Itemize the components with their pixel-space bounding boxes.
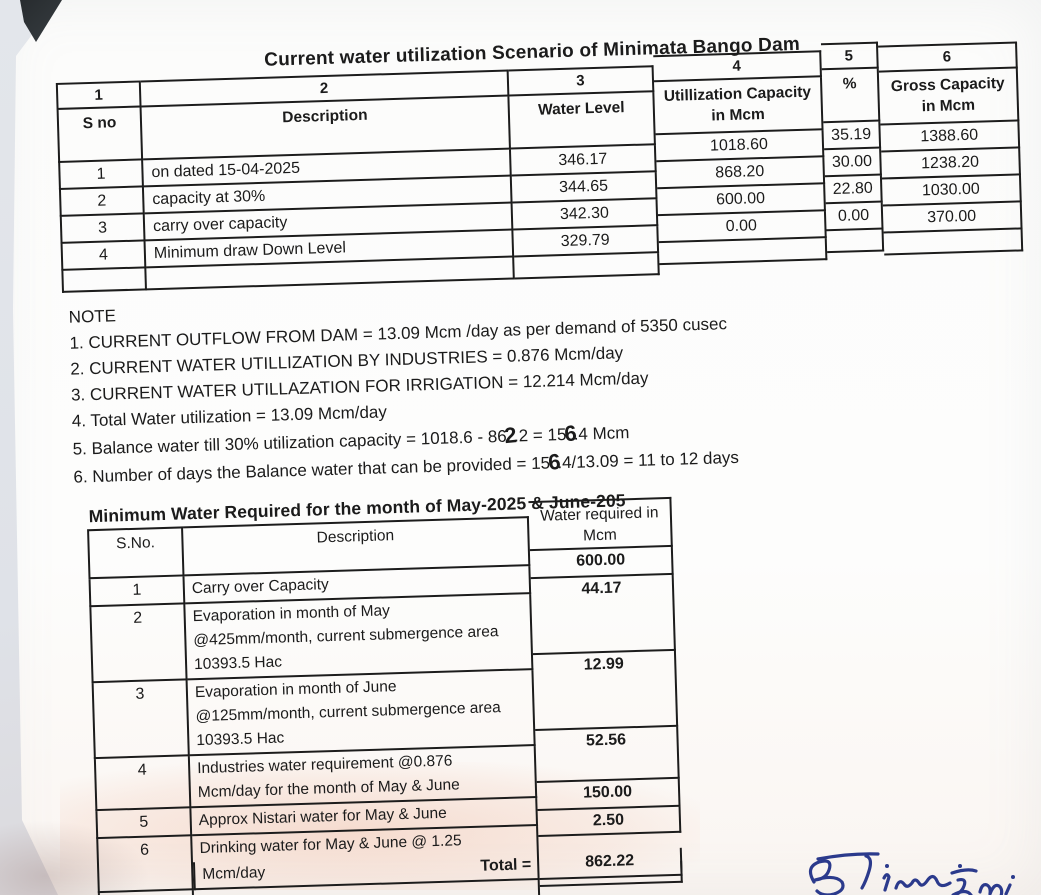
cell-sno: 4: [60, 241, 147, 271]
cell-sno: 3: [59, 214, 146, 244]
cell-percent: 22.80: [824, 175, 883, 205]
cell-sno: 2: [58, 187, 145, 217]
cell-sno: 1: [58, 160, 144, 190]
cell-value: 600.00: [529, 546, 674, 580]
min-water-required-section: Minimum Water Required for the month of …: [86, 488, 698, 895]
cell-description: Evaporation in month of June @125mm/mont…: [187, 670, 536, 757]
cell-percent: 35.19: [823, 121, 882, 151]
handwritten-digit: 6: [546, 448, 561, 475]
header-cell-water-required: Water required in Mcm: [528, 496, 673, 552]
notes-section: NOTE 1. CURRENT OUTFLOW FROM DAM = 13.09…: [68, 276, 1029, 490]
cell-water-level: 344.65: [511, 172, 658, 204]
cell-water-level: 346.17: [510, 145, 657, 177]
cell-value: 44.17: [530, 574, 676, 656]
signature: [808, 852, 1015, 895]
cell-value: 52.56: [535, 726, 680, 784]
cell-gross-capacity: 1238.20: [881, 148, 1021, 180]
cell-gross-capacity: 1388.60: [880, 121, 1021, 153]
cell-sno: 2: [89, 604, 188, 684]
header-cell-percent: %: [821, 68, 881, 124]
header-cell-sno: S no: [56, 107, 144, 163]
header-cell-gross-capacity: Gross Capacity in Mcm: [878, 68, 1020, 126]
cell-value: 12.99: [532, 650, 679, 732]
cell-sno: 5: [95, 808, 193, 840]
col-number-cell: 3: [508, 65, 655, 97]
col-number-cell: 6: [878, 41, 1018, 73]
handwritten-digit: 6: [563, 420, 577, 447]
cell-sno: 1: [88, 576, 186, 608]
water-utilization-table: 1 2 3 4 5 6 S no Description Water Level…: [55, 41, 1024, 293]
cell-sno: 3: [91, 680, 190, 760]
col-number-cell: 5: [820, 41, 879, 71]
document-content: Current water utilization Scenario of Mi…: [55, 27, 1041, 895]
header-cell-sno: S.No.: [87, 526, 185, 580]
min-water-required-table: S.No. Description Water required in Mcm …: [87, 496, 683, 895]
cell-gross-capacity: 1030.00: [882, 175, 1022, 207]
cell-value: 150.00: [536, 778, 681, 812]
cell-percent: 30.00: [824, 148, 882, 178]
cell-sno: 6: [96, 836, 194, 894]
cell-sno: 4: [93, 756, 192, 812]
cell-percent: 0.00: [825, 202, 884, 232]
cell-gross-capacity: 370.00: [882, 202, 1023, 234]
total-label: Total =: [480, 856, 532, 875]
header-cell-water-level: Water Level: [509, 92, 656, 150]
col-number-cell: 1: [55, 80, 142, 110]
cell-water-level: 329.79: [513, 226, 660, 258]
cell-value: 2.50: [537, 806, 682, 838]
cell-description: Evaporation in month of May @425mm/month…: [185, 594, 534, 681]
header-cell-utilization-capacity: Utillization Capacity in Mcm: [654, 77, 824, 136]
cell-water-level: 342.30: [512, 199, 659, 231]
